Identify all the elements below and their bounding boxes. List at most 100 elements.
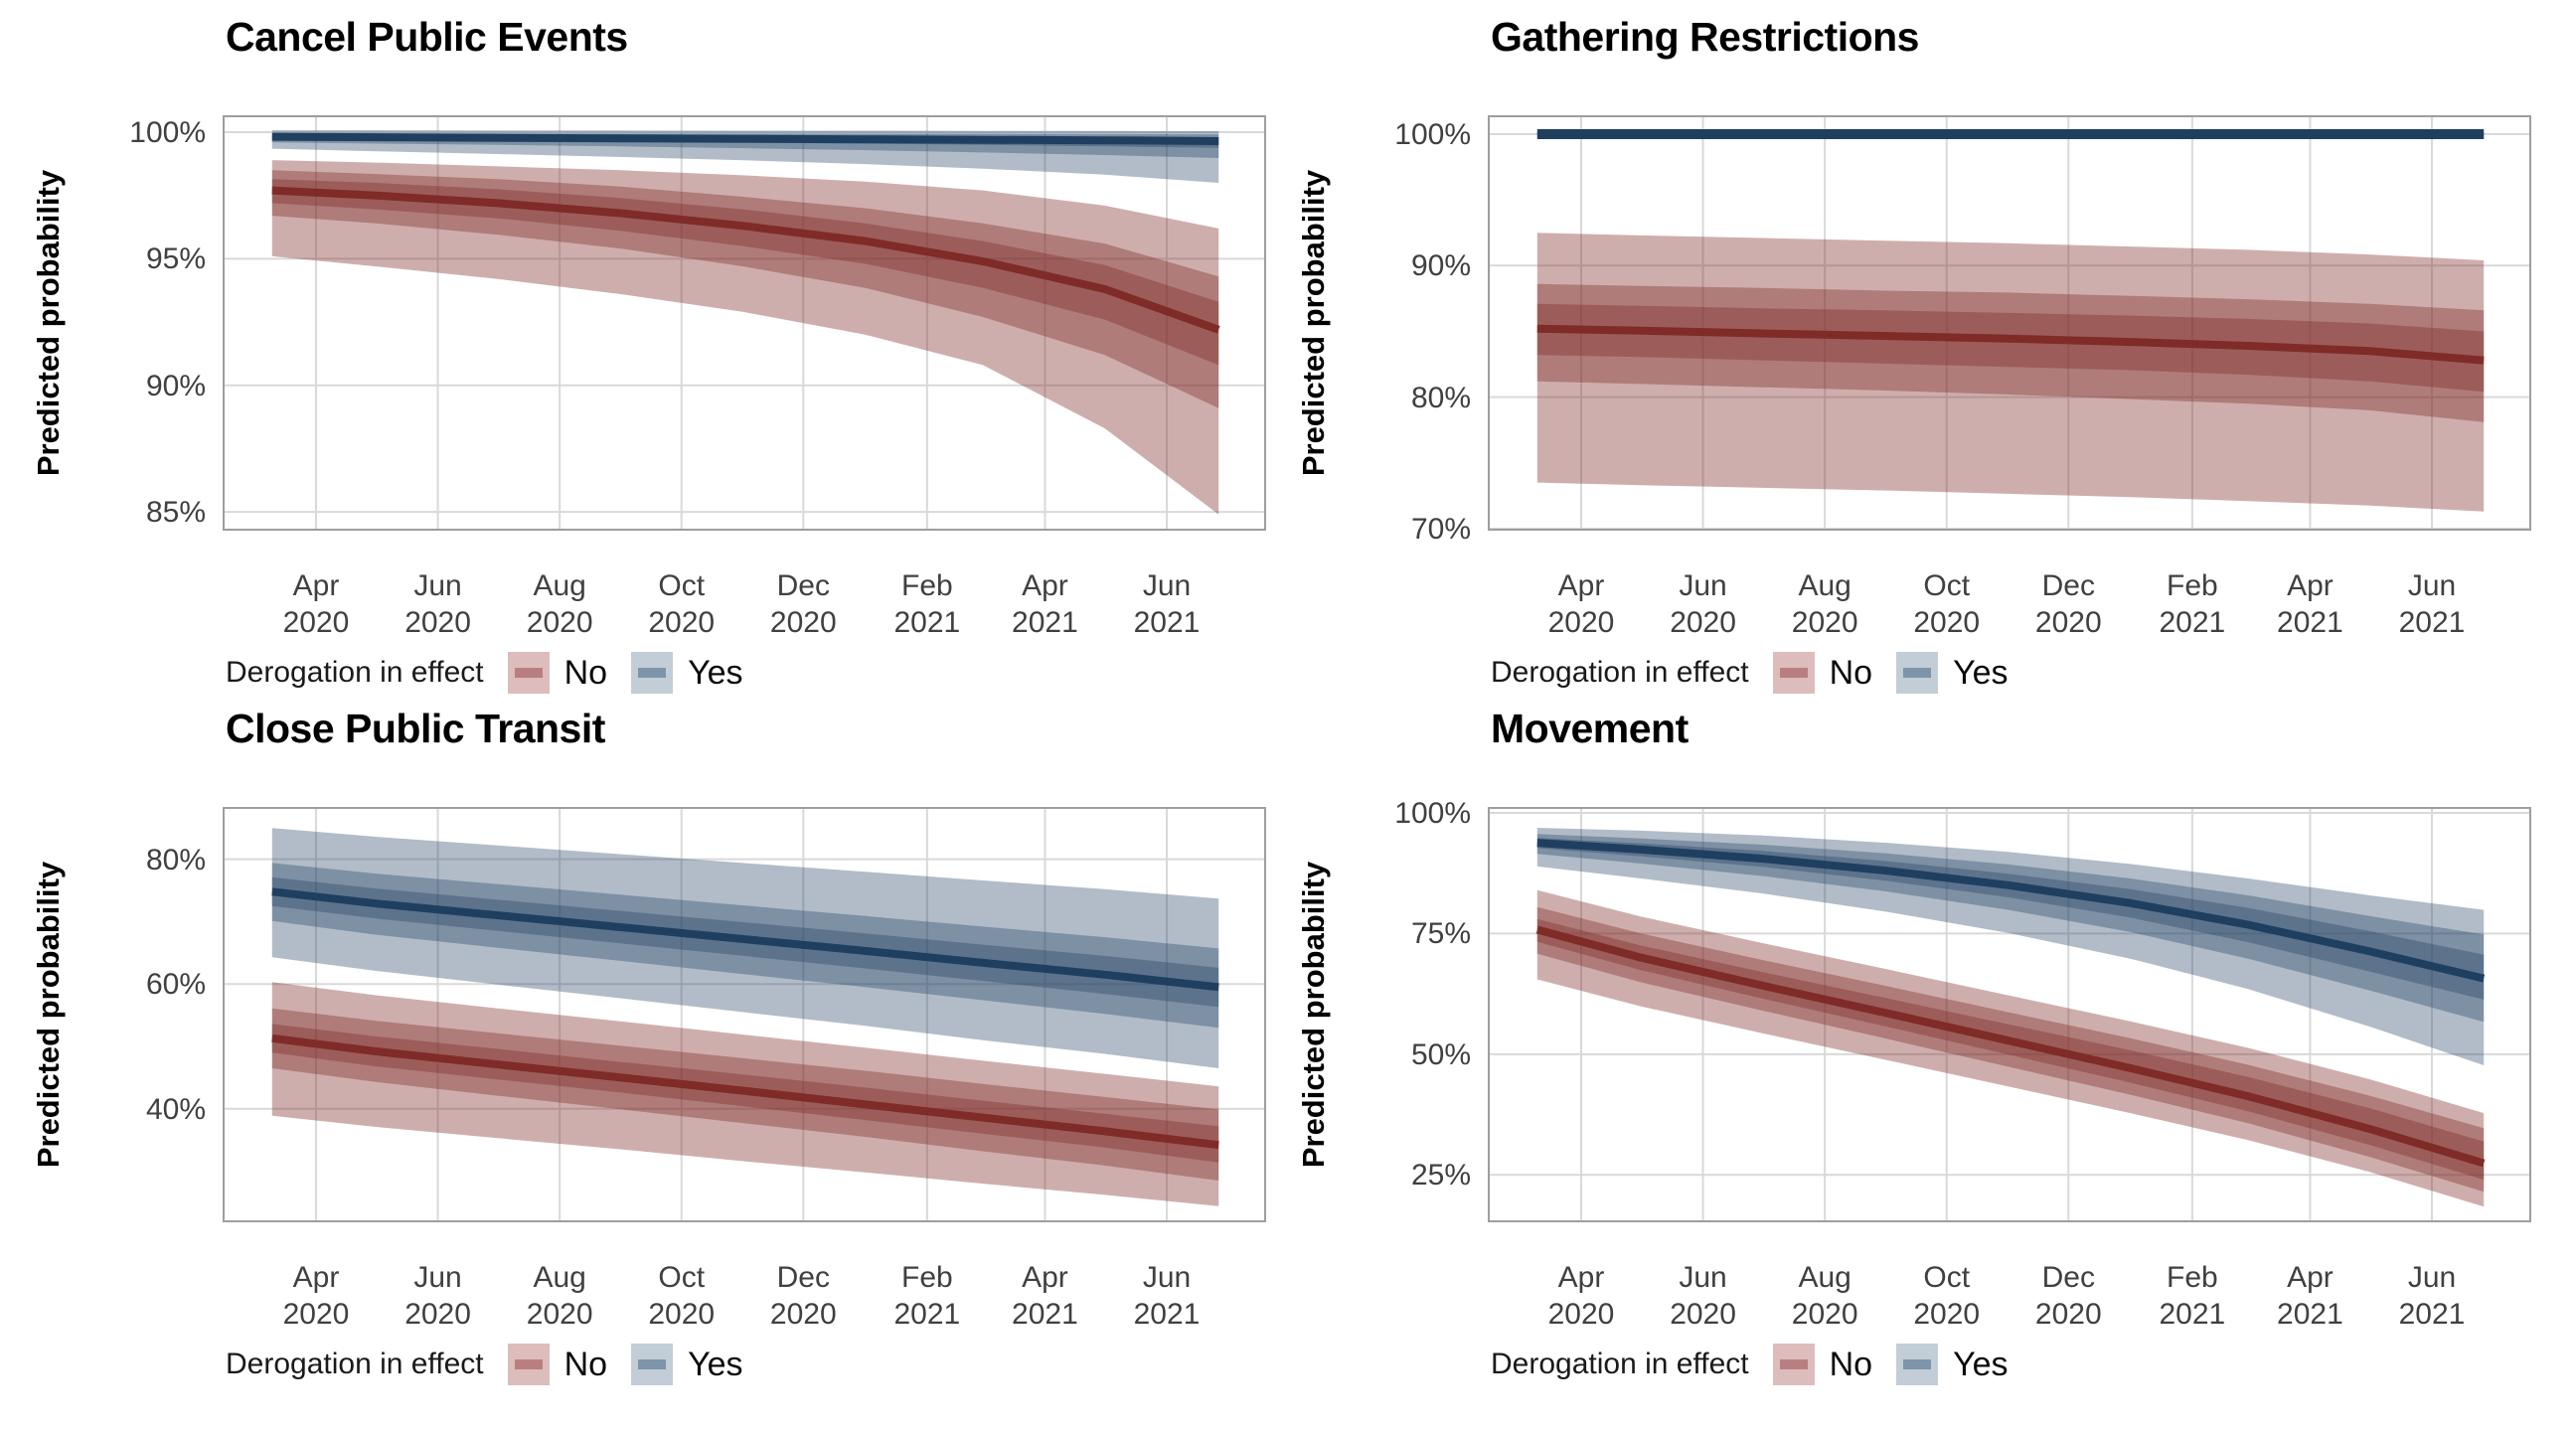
x-tick-line: Apr — [1022, 1261, 1068, 1294]
y-tick-label: 100% — [129, 116, 206, 150]
x-tick-line: 2020 — [769, 1298, 837, 1331]
x-tick-line: Feb — [2167, 569, 2218, 602]
x-tick-line: Aug — [1798, 569, 1852, 602]
legend-key-line-icon — [1903, 668, 1932, 678]
legend-key-line-icon — [514, 668, 543, 678]
center-line-yes — [271, 887, 1219, 992]
x-tick-line: 2020 — [1913, 1298, 1981, 1331]
x-tick-label: Apr 2021 — [2240, 1259, 2379, 1333]
x-tick-line: 2021 — [2277, 606, 2343, 639]
panel-title-close-public-transit: Close Public Transit — [226, 706, 605, 751]
x-tick-line: Oct — [1923, 1261, 1971, 1294]
x-tick-line: Apr — [2287, 1261, 2334, 1294]
legend-label-yes: Yes — [688, 1345, 743, 1383]
x-tick-label: Oct 2020 — [612, 1259, 751, 1333]
x-tick-label: Apr 2021 — [975, 567, 1114, 641]
x-tick-line: 2020 — [2034, 1298, 2102, 1331]
x-tick-label: Aug 2020 — [490, 1259, 629, 1333]
legend-key-line-icon — [514, 1359, 543, 1369]
x-tick-label: Dec 2020 — [733, 567, 873, 641]
x-tick-label: Dec 2020 — [1999, 1259, 2138, 1333]
x-tick-line: 2021 — [2277, 1298, 2343, 1331]
y-tick-label: 25% — [1410, 1159, 1471, 1192]
x-tick-label: Oct 2020 — [1877, 1259, 2016, 1333]
x-tick-line: Jun — [1679, 1261, 1727, 1294]
x-tick-label: Feb 2021 — [858, 567, 997, 641]
band-50-yes — [1536, 838, 2485, 1000]
legend: Derogation in effect No Yes — [226, 1342, 767, 1387]
x-tick-line: 2021 — [2398, 1298, 2466, 1331]
legend-swatch-no — [507, 1344, 550, 1385]
x-tick-line: 2020 — [526, 1298, 593, 1331]
legend-title: Derogation in effect — [1491, 656, 1749, 689]
panel-title-cancel-public-events: Cancel Public Events — [226, 14, 628, 60]
legend-swatch-yes — [631, 652, 674, 694]
y-tick-label: 50% — [1410, 1037, 1471, 1071]
x-tick-label: Jun 2020 — [1634, 1259, 1773, 1333]
x-tick-line: Apr — [292, 569, 340, 602]
x-tick-line: 2021 — [1012, 1298, 1078, 1331]
center-line-no — [271, 186, 1220, 334]
x-tick-line: Jun — [413, 569, 462, 602]
x-tick-line: 2021 — [1133, 1298, 1201, 1331]
x-tick-line: 2020 — [769, 606, 837, 639]
x-tick-line: Dec — [2041, 569, 2095, 602]
band-80-no — [1536, 283, 2485, 422]
band-95-yes — [1536, 828, 2485, 1065]
x-tick-label: Feb 2021 — [858, 1259, 997, 1333]
center-line-no — [1536, 324, 2485, 365]
legend-title: Derogation in effect — [226, 656, 484, 689]
x-tick-line: Feb — [901, 1261, 953, 1294]
legend-swatch-no — [1772, 652, 1815, 694]
x-tick-line: 2020 — [1791, 606, 1858, 639]
x-tick-line: 2021 — [1133, 606, 1201, 639]
y-tick-label: 70% — [1410, 512, 1471, 546]
band-95-no — [271, 160, 1219, 515]
legend: Derogation in effect No Yes — [226, 650, 767, 696]
center-line-yes — [271, 132, 1219, 145]
band-80-no — [271, 170, 1219, 408]
y-tick-label: 90% — [145, 369, 206, 402]
legend-key-line-icon — [638, 1359, 667, 1369]
y-axis-title: Predicted probability — [1296, 861, 1331, 1169]
panel-border — [223, 807, 1266, 1222]
panel-border — [1488, 115, 2531, 531]
x-tick-label: Apr 2020 — [1512, 567, 1651, 641]
y-tick-label: 40% — [145, 1092, 206, 1126]
x-tick-line: Aug — [1798, 1261, 1852, 1294]
legend-key-line-icon — [1903, 1359, 1932, 1369]
x-tick-line: Apr — [2287, 569, 2334, 602]
x-tick-line: Dec — [776, 1261, 830, 1294]
x-tick-line: Oct — [1923, 569, 1971, 602]
x-tick-line: Apr — [292, 1261, 340, 1294]
legend-swatch-yes — [1896, 1344, 1939, 1385]
x-tick-line: Jun — [2407, 1261, 2457, 1294]
x-tick-line: Jun — [413, 1261, 462, 1294]
legend-swatch-no — [507, 652, 550, 694]
x-tick-line: Aug — [533, 569, 586, 602]
x-tick-label: Feb 2021 — [2123, 567, 2262, 641]
x-tick-line: Oct — [658, 1261, 706, 1294]
center-line-no — [1535, 925, 2486, 1168]
x-tick-line: Jun — [2407, 569, 2457, 602]
y-axis-title: Predicted probability — [1296, 169, 1331, 477]
legend: Derogation in effect No Yes — [1491, 1342, 2032, 1387]
legend-label-yes: Yes — [1953, 653, 2009, 692]
x-tick-line: Jun — [1679, 569, 1727, 602]
legend-swatch-no — [1772, 1344, 1815, 1385]
x-tick-line: Feb — [2167, 1261, 2218, 1294]
x-tick-line: 2020 — [1791, 1298, 1858, 1331]
x-tick-label: Oct 2020 — [612, 567, 751, 641]
x-tick-line: Feb — [901, 569, 953, 602]
legend-title: Derogation in effect — [1491, 1348, 1749, 1380]
center-line-no — [271, 1034, 1219, 1150]
x-tick-label: Dec 2020 — [1999, 567, 2138, 641]
legend-label-yes: Yes — [688, 653, 743, 692]
x-tick-line: 2021 — [2159, 1298, 2226, 1331]
x-tick-label: Oct 2020 — [1877, 567, 2016, 641]
x-tick-line: 2021 — [2398, 606, 2466, 639]
y-axis-title: Predicted probability — [31, 169, 66, 477]
x-tick-label: Aug 2020 — [1755, 1259, 1894, 1333]
x-tick-line: 2021 — [893, 606, 961, 639]
